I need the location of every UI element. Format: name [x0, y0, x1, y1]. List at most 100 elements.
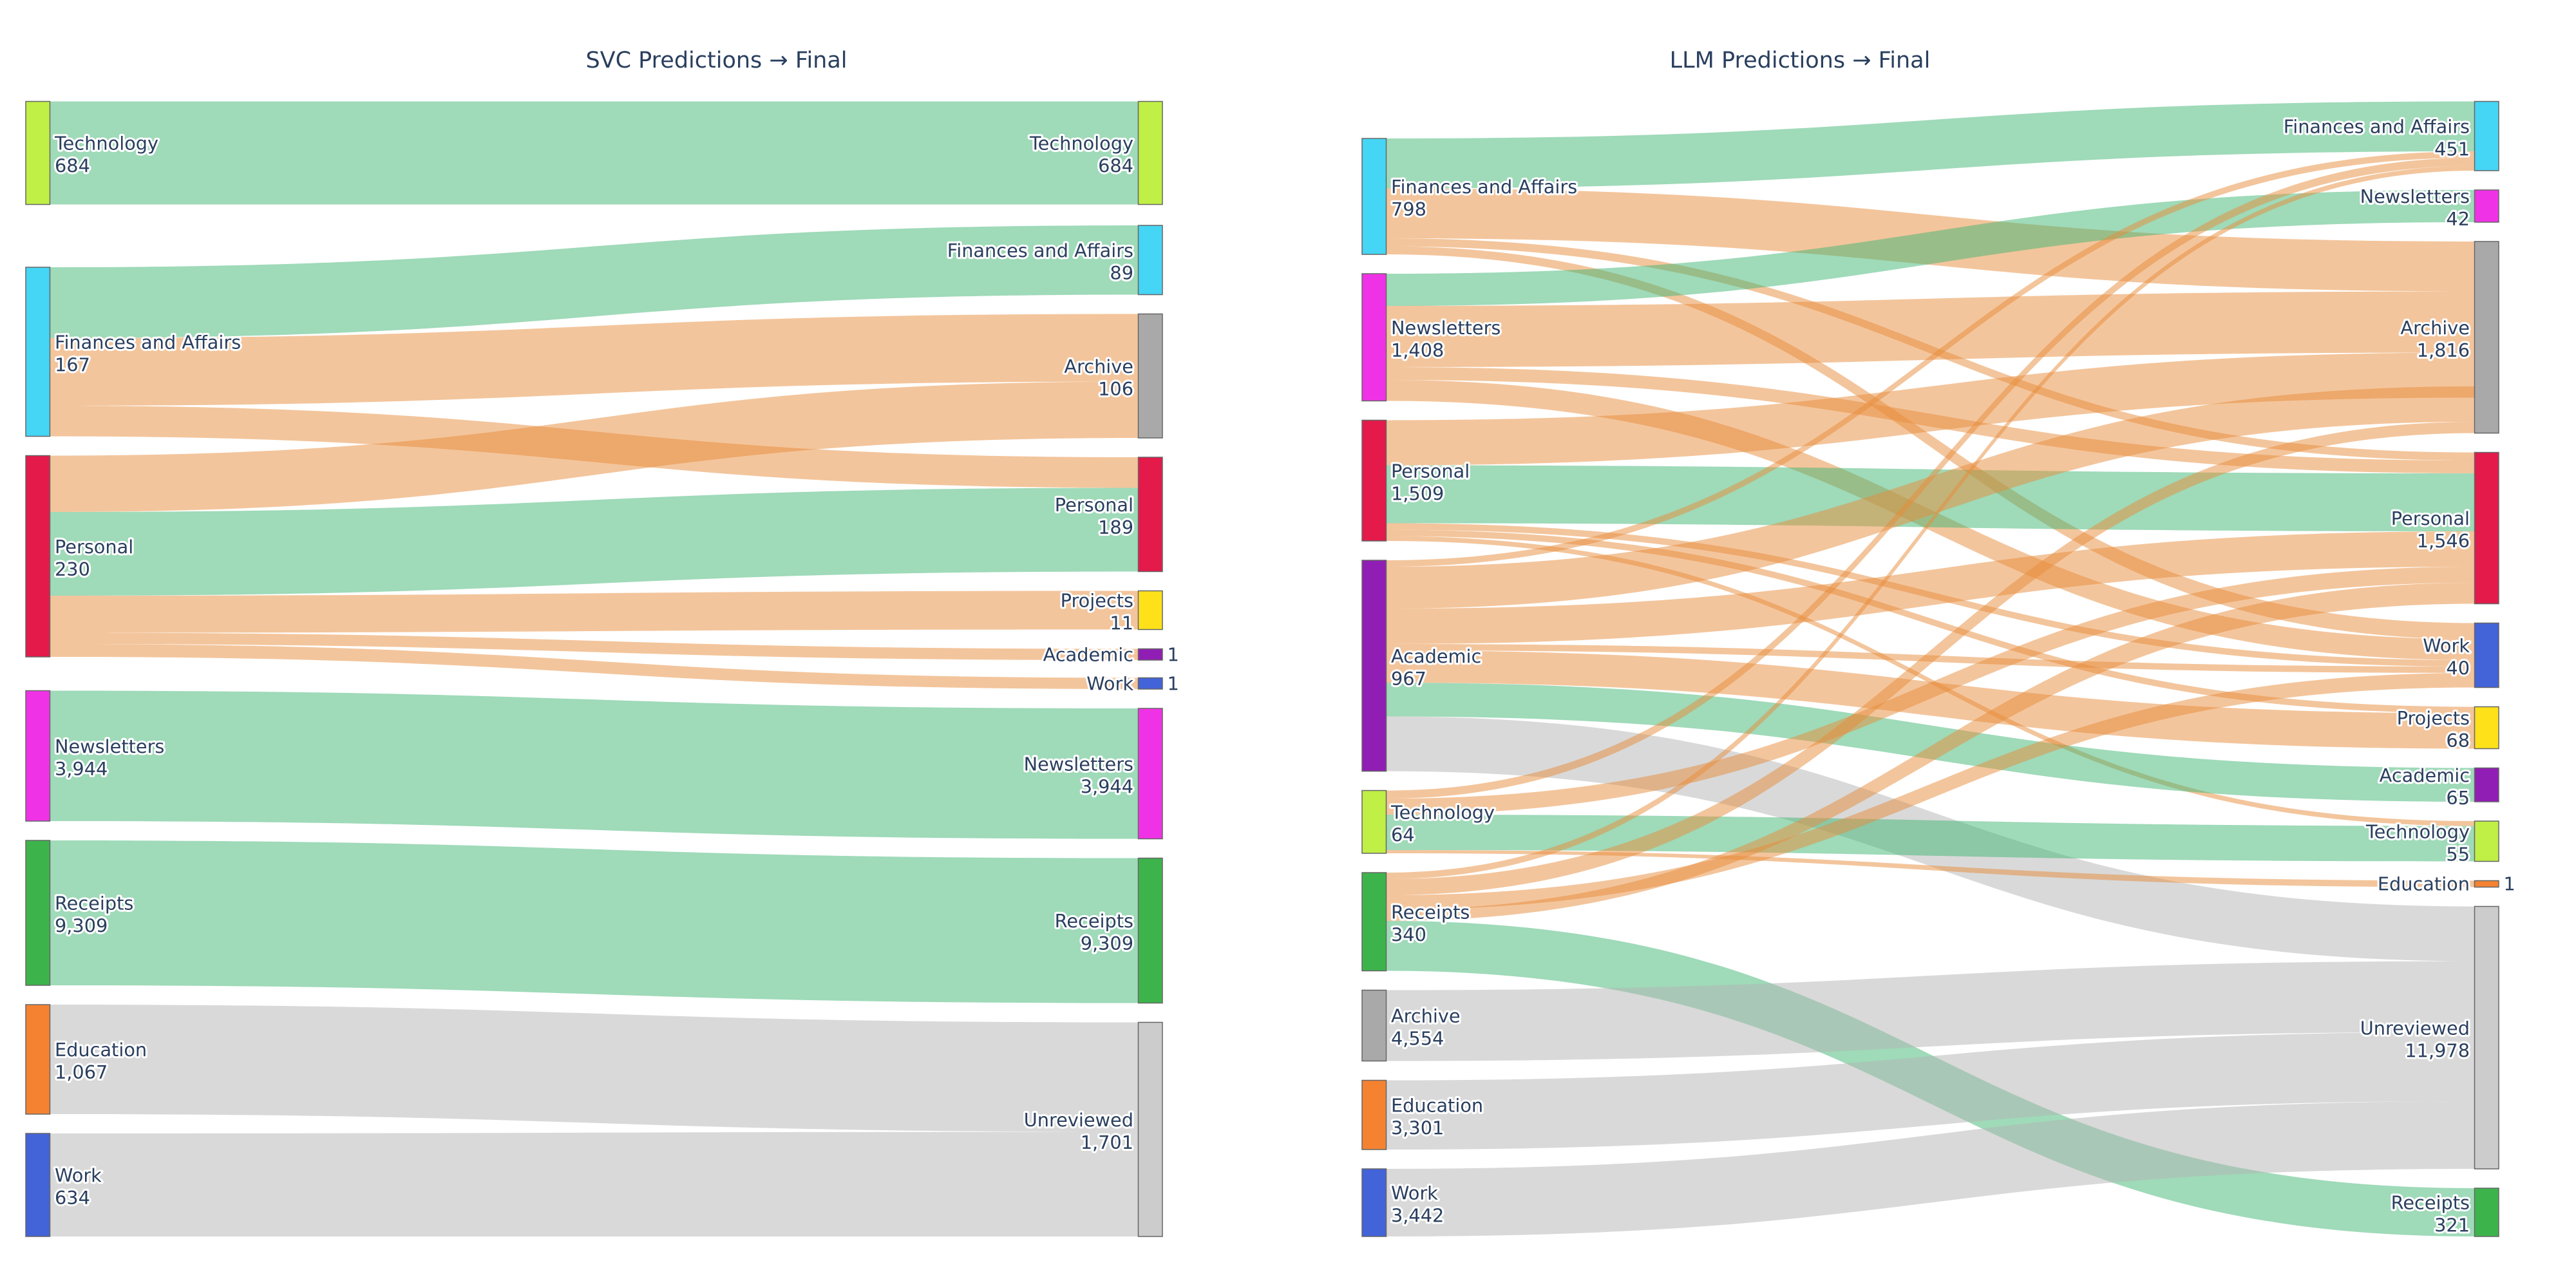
node-bar[interactable] [2474, 241, 2499, 434]
node-bar[interactable] [1137, 857, 1163, 1004]
link-academic-to-finances-and-affairs[interactable] [1386, 151, 2475, 567]
node-bar[interactable] [1137, 100, 1163, 205]
link-technology-to-personal[interactable] [1386, 567, 2475, 815]
node-bar[interactable] [2474, 622, 2499, 688]
node-bar[interactable] [1361, 872, 1387, 972]
link-personal-to-archive[interactable] [50, 381, 1139, 513]
link-personal-to-projects[interactable] [1386, 529, 2475, 714]
node-bar[interactable] [1137, 457, 1163, 573]
node-bar[interactable] [25, 455, 51, 658]
link-technology-to-finances-and-affairs[interactable] [1386, 158, 2475, 799]
link-receipts-to-receipts[interactable] [50, 840, 1139, 1003]
link-finances-and-affairs-to-work[interactable] [1386, 246, 2475, 639]
node-bar[interactable] [1361, 790, 1387, 854]
node-bar[interactable] [2474, 189, 2499, 223]
link-finances-and-affairs-to-finances-and-affairs[interactable] [50, 225, 1139, 338]
node-bar[interactable] [25, 1004, 51, 1115]
link-work-to-unreviewed[interactable] [1386, 1101, 2475, 1236]
link-education-to-unreviewed[interactable] [1386, 1032, 2475, 1150]
node-bar[interactable] [1361, 138, 1387, 255]
node-bar[interactable] [25, 690, 51, 822]
link-academic-to-personal[interactable] [1386, 531, 2475, 644]
node-bar[interactable] [25, 100, 51, 205]
node-bar[interactable] [1137, 313, 1163, 439]
node-bar[interactable] [25, 840, 51, 986]
link-technology-to-technology[interactable] [50, 101, 1139, 205]
link-archive-to-unreviewed[interactable] [1386, 961, 2475, 1061]
link-receipts-to-archive[interactable] [1386, 422, 2475, 895]
node-bar[interactable] [25, 267, 51, 437]
target-node-academic[interactable]: Academic 1 [1041, 641, 1181, 667]
link-newsletters-to-newsletters[interactable] [1386, 190, 2475, 306]
link-academic-to-academic[interactable] [1386, 683, 2475, 802]
target-node-work[interactable]: Work 1 [1084, 670, 1181, 696]
link-technology-to-education[interactable] [1386, 850, 2475, 887]
node-bar[interactable] [1137, 708, 1163, 840]
link-personal-to-technology[interactable] [1386, 536, 2475, 826]
node-bar[interactable] [25, 1133, 51, 1237]
node-bar[interactable] [2474, 820, 2499, 862]
node-bar[interactable] [1361, 273, 1387, 402]
node-bar[interactable] [2474, 451, 2499, 605]
node-bar[interactable] [2474, 880, 2499, 888]
link-personal-to-personal[interactable] [50, 488, 1139, 596]
link-personal-to-work[interactable] [50, 644, 1139, 689]
node-bar[interactable] [1361, 419, 1387, 542]
link-receipts-to-finances-and-affairs[interactable] [1386, 166, 2475, 880]
node-bar[interactable] [1361, 1079, 1387, 1150]
link-academic-to-archive[interactable] [1386, 386, 2475, 609]
node-bar[interactable] [1137, 677, 1163, 690]
link-receipts-to-work[interactable] [1386, 673, 2475, 910]
link-academic-to-projects[interactable] [1386, 650, 2475, 749]
node-bar[interactable] [1137, 648, 1163, 661]
node-bar[interactable] [1137, 225, 1163, 296]
link-finances-and-affairs-to-archive[interactable] [50, 314, 1139, 406]
link-finances-and-affairs-to-finances-and-affairs[interactable] [1386, 101, 2475, 189]
node-bar[interactable] [1137, 590, 1163, 630]
link-personal-to-academic[interactable] [50, 632, 1139, 661]
node-bar[interactable] [2474, 706, 2499, 750]
node-bar[interactable] [1361, 560, 1387, 772]
link-receipts-to-personal[interactable] [1386, 583, 2475, 921]
node-bar[interactable] [1361, 989, 1387, 1062]
link-newsletters-to-archive[interactable] [1386, 291, 2475, 368]
link-technology-to-technology[interactable] [1386, 815, 2475, 862]
link-newsletters-to-newsletters[interactable] [50, 690, 1139, 839]
link-personal-to-archive[interactable] [1386, 352, 2475, 466]
node-bar[interactable] [2474, 100, 2499, 171]
node-bar[interactable] [2474, 1188, 2499, 1237]
link-work-to-unreviewed[interactable] [50, 1132, 1139, 1237]
node-bar[interactable] [2474, 767, 2499, 802]
